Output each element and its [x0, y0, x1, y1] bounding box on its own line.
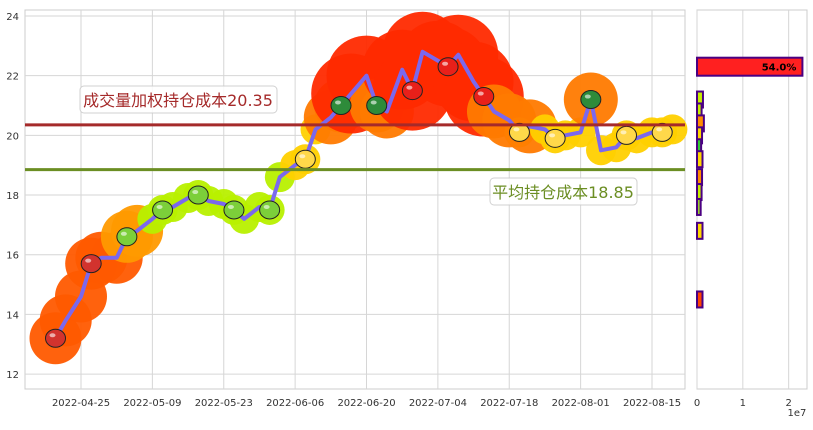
fruit-highlight: [442, 61, 449, 66]
fruit-body: [45, 328, 67, 348]
hist-bar: [696, 197, 702, 216]
fruit-highlight: [406, 85, 413, 90]
fruit-marker: [544, 128, 566, 148]
fruit-marker: [473, 87, 495, 107]
fruit-marker: [437, 57, 459, 77]
hist-x-tick-label: 1: [740, 398, 746, 409]
fruit-marker: [616, 125, 638, 145]
fruit-marker: [330, 95, 352, 115]
fruit-marker: [80, 254, 102, 274]
fruit-highlight: [549, 133, 556, 138]
hist-bar: [696, 221, 704, 240]
fruit-highlight: [49, 333, 56, 338]
x-tick-label: 2022-04-25: [52, 398, 110, 409]
fruit-highlight: [335, 100, 342, 105]
fruit-marker: [45, 328, 67, 348]
fruit-marker: [152, 200, 174, 220]
fruit-body: [580, 90, 602, 110]
hist-x-tick-label: 2: [785, 398, 791, 409]
fruit-highlight: [620, 130, 627, 135]
fruit-marker: [259, 200, 281, 220]
x-tick-label: 2022-08-01: [552, 398, 610, 409]
hist-bar: [696, 56, 804, 77]
x-tick-label: 2022-05-23: [195, 398, 253, 409]
hist-bar: [696, 150, 704, 169]
fruit-highlight: [477, 91, 484, 96]
x-tick-label: 2022-05-09: [123, 398, 181, 409]
fruit-body: [259, 200, 281, 220]
hist-bar: [696, 168, 704, 187]
fruit-body: [366, 95, 388, 115]
fruit-body: [116, 227, 138, 247]
x-tick-label: 2022-07-18: [480, 398, 538, 409]
x-tick-label: 2022-08-15: [623, 398, 681, 409]
fruit-highlight: [227, 204, 234, 209]
hist-x-tick-label: 0: [694, 398, 700, 409]
y-tick-label: 24: [6, 12, 19, 23]
hist-bar: [696, 290, 704, 309]
fruit-body: [80, 254, 102, 274]
fruit-highlight: [299, 154, 306, 159]
hist-offset-label: 1e7: [788, 408, 807, 419]
hist-bar: [696, 183, 703, 202]
label-box: [489, 177, 638, 206]
fruit-body: [294, 149, 316, 169]
fruit-highlight: [192, 190, 199, 195]
fruit-highlight: [370, 100, 377, 105]
fruit-body: [437, 57, 459, 77]
fruit-body: [401, 81, 423, 101]
x-tick-label: 2022-06-06: [266, 398, 324, 409]
fruit-marker: [580, 90, 602, 110]
fruit-highlight: [156, 204, 163, 209]
x-tick-label: 2022-07-04: [409, 398, 467, 409]
fruit-body: [187, 185, 209, 205]
fruit-marker: [187, 185, 209, 205]
fruit-marker: [294, 149, 316, 169]
fruit-body: [508, 122, 530, 142]
fruit-body: [152, 200, 174, 220]
avg-cost-text: 平均持仓成本18.85: [492, 183, 634, 202]
y-tick-label: 14: [6, 310, 19, 321]
fruit-body: [651, 122, 673, 142]
fruit-marker: [366, 95, 388, 115]
fruit-body: [473, 87, 495, 107]
y-tick-label: 18: [6, 191, 19, 202]
fruit-marker: [223, 200, 245, 220]
fruit-highlight: [656, 127, 663, 132]
fruit-marker-layer: [45, 57, 673, 348]
fruit-marker: [116, 227, 138, 247]
fruit-highlight: [120, 231, 127, 236]
fruit-highlight: [584, 94, 591, 99]
x-tick-label: 2022-06-20: [337, 398, 395, 409]
y-tick-label: 20: [6, 131, 19, 142]
y-tick-label: 16: [6, 251, 19, 262]
y-tick-label: 22: [6, 72, 19, 83]
fruit-body: [544, 128, 566, 148]
fruit-body: [330, 95, 352, 115]
fruit-highlight: [85, 258, 92, 263]
fruit-body: [223, 200, 245, 220]
fruit-marker: [651, 122, 673, 142]
fruit-body: [616, 125, 638, 145]
hist-bar-label: 54.0%: [762, 63, 797, 74]
label-box: [79, 85, 278, 114]
vwap-cost-label: 成交量加权持仓成本20.35: [79, 85, 278, 114]
vwap-cost-text: 成交量加权持仓成本20.35: [83, 91, 273, 110]
fruit-highlight: [263, 204, 270, 209]
avg-cost-label: 平均持仓成本18.85: [489, 177, 638, 206]
y-tick-label: 12: [6, 370, 19, 381]
fruit-marker: [401, 81, 423, 101]
fruit-highlight: [513, 127, 520, 132]
fruit-marker: [508, 122, 530, 142]
